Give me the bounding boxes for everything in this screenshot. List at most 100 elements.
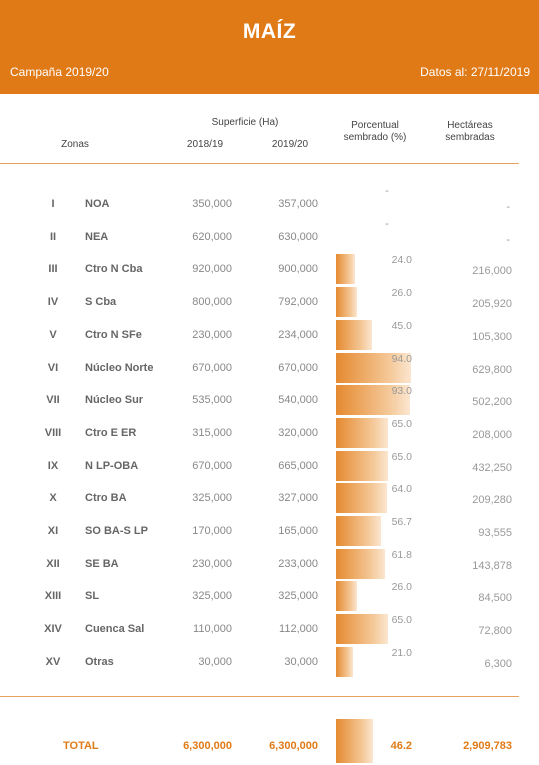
campaign-label: Campaña 2019/20: [10, 65, 109, 79]
surface-2018: 315,000: [192, 426, 232, 439]
surface-2019: 630,000: [278, 230, 318, 243]
pct-label: 26.0: [391, 287, 412, 300]
total-sembradas: 2,909,783: [463, 740, 512, 752]
zone-number: V: [49, 328, 57, 341]
surface-2018: 230,000: [192, 328, 232, 341]
pct-label: 65.0: [391, 417, 412, 430]
pct-label: 24.0: [391, 254, 412, 267]
zone-number: XIII: [44, 590, 62, 603]
pct-bar: [336, 319, 372, 350]
hectares-sown: 205,920: [472, 298, 512, 311]
zone-number: IX: [47, 459, 59, 472]
pct-bar: [336, 483, 388, 514]
zone-number: II: [49, 230, 57, 243]
zone-name: SE BA: [85, 557, 119, 570]
pct-bar: [336, 581, 357, 612]
pct-label: -: [385, 185, 389, 197]
col-header-hectareas: Hectáreas sembradas: [430, 120, 510, 144]
surface-2019: 233,000: [278, 557, 318, 570]
surface-2018: 350,000: [192, 198, 232, 210]
zone-name: NEA: [85, 230, 109, 243]
zone-number: VII: [46, 394, 60, 407]
pct-bar: [336, 548, 386, 579]
pct-label: 94.0: [391, 352, 412, 365]
header-banner: MAÍZ Campaña 2019/20 Datos al: 27/11/201…: [0, 0, 539, 94]
surface-2018: 670,000: [192, 361, 232, 374]
total-2019: 6,300,000: [269, 740, 318, 752]
data-date-label: Datos al: 27/11/2019: [420, 65, 530, 79]
hectares-sown: 502,200: [472, 396, 512, 409]
pct-bar: [336, 287, 357, 318]
surface-2019: 325,000: [278, 590, 318, 603]
pct-label: 64.0: [391, 483, 412, 496]
total-pct-label: 46.2: [390, 740, 412, 752]
surface-2018: 230,000: [192, 557, 232, 570]
pct-label: 61.8: [391, 548, 412, 561]
surface-2019: 665,000: [278, 459, 318, 472]
surface-2018: 800,000: [192, 296, 232, 309]
surface-2019: 112,000: [279, 623, 318, 636]
hectares-sown: 432,250: [472, 461, 512, 474]
pct-bar: [336, 417, 388, 448]
surface-2019: 30,000: [284, 655, 318, 668]
zone-name: Ctro N SFe: [85, 328, 142, 341]
pct-label: 45.0: [391, 319, 412, 332]
surface-2018: 535,000: [192, 394, 232, 407]
zone-name: SO BA-S LP: [85, 525, 148, 537]
surface-2019: 320,000: [278, 426, 318, 439]
header-divider: [0, 163, 519, 164]
surface-2018: 325,000: [192, 492, 232, 505]
col-header-hectareas-line1: Hectáreas: [447, 120, 493, 131]
col-header-superficie: Superficie (Ha): [211, 117, 279, 128]
zone-name: Cuenca Sal: [85, 623, 145, 636]
pct-label: 93.0: [391, 385, 412, 398]
hectares-sown: 629,800: [472, 363, 512, 376]
col-header-porcentual: Porcentual sembrado (%): [325, 120, 425, 144]
surface-2019: 540,000: [278, 394, 318, 407]
hectares-sown: 208,000: [472, 428, 512, 441]
col-header-porcentual-line2: sembrado (%): [343, 132, 407, 143]
pct-label: 56.7: [391, 516, 412, 528]
col-header-zonas: Zonas: [61, 139, 89, 150]
hectares-sown: -: [506, 233, 510, 246]
zone-name: Ctro N Cba: [85, 263, 143, 276]
total-label: TOTAL: [63, 740, 99, 752]
total-2018: 6,300,000: [183, 740, 232, 752]
page-title: MAÍZ: [242, 20, 297, 43]
zone-number: XIV: [44, 623, 62, 636]
zone-name: Otras: [85, 655, 114, 668]
col-header-2019: 2019/20: [271, 139, 309, 150]
hectares-sown: 84,500: [478, 592, 512, 605]
pct-bar: [336, 385, 411, 416]
surface-2018: 620,000: [192, 230, 232, 243]
col-header-porcentual-line1: Porcentual: [351, 120, 399, 131]
surface-2019: 327,000: [278, 492, 318, 505]
surface-2018: 110,000: [193, 623, 232, 636]
zone-number: IV: [47, 296, 59, 309]
surface-2018: 920,000: [192, 263, 232, 276]
pct-bar: [336, 352, 412, 383]
col-header-hectareas-line2: sembradas: [445, 132, 495, 143]
zone-name: SL: [85, 590, 100, 603]
pct-bar: [336, 614, 388, 645]
zone-name: NOA: [85, 198, 110, 210]
pct-label: 65.0: [391, 614, 412, 627]
pct-label: -: [385, 217, 389, 230]
surface-2019: 234,000: [278, 328, 318, 341]
hectares-sown: 209,280: [472, 494, 512, 507]
hectares-sown: 143,878: [472, 559, 512, 572]
hectares-sown: 93,555: [478, 527, 512, 539]
surface-2019: 357,000: [278, 198, 318, 210]
zone-number: I: [51, 198, 55, 210]
zone-number: VIII: [44, 426, 62, 439]
zone-name: N LP-OBA: [85, 459, 139, 472]
surface-2018: 670,000: [192, 459, 232, 472]
zone-number: XV: [45, 655, 61, 668]
surface-2019: 792,000: [278, 296, 318, 309]
zone-number: X: [49, 492, 57, 505]
zone-number: III: [48, 263, 58, 276]
total-pct-bar: [336, 719, 373, 763]
zone-name: Ctro BA: [85, 492, 127, 505]
surface-2019: 670,000: [278, 361, 318, 374]
pct-bar: [336, 254, 356, 285]
